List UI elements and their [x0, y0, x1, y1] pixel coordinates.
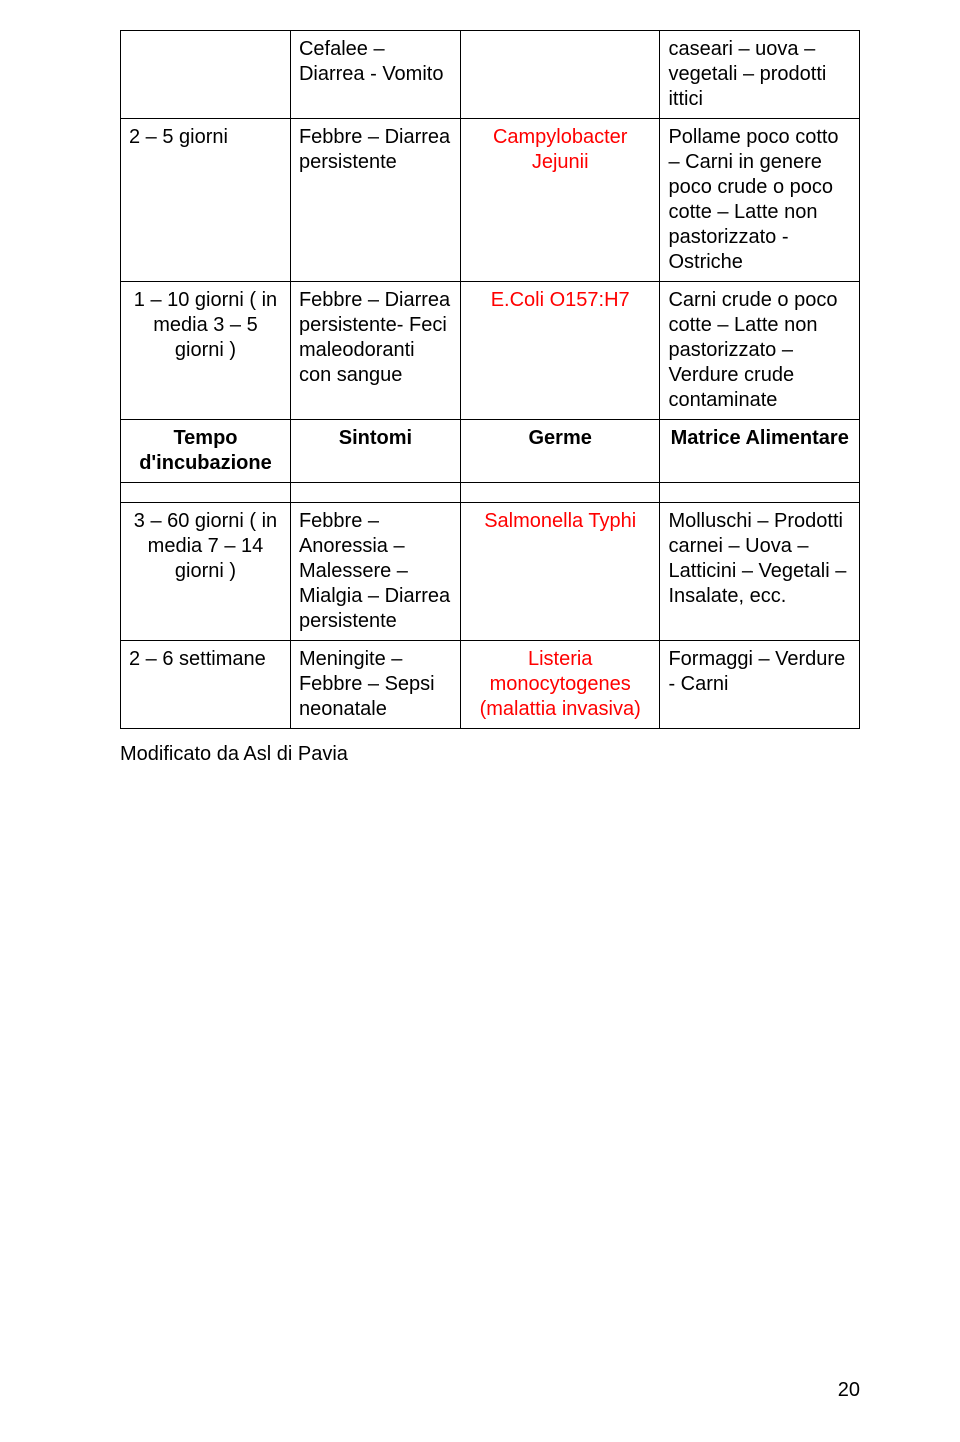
table-cell: 2 – 6 settimane	[121, 641, 291, 729]
table-cell: Sintomi	[290, 420, 460, 483]
table-cell: caseari – uova – vegetali – prodotti itt…	[660, 31, 860, 119]
table-body: Cefalee – Diarrea - Vomito caseari – uova…	[121, 31, 860, 729]
table-cell: Febbre – Diarrea persistente- Feci maleo…	[290, 282, 460, 420]
footer-note: Modificato da Asl di Pavia	[120, 743, 860, 766]
table-cell-empty	[121, 483, 291, 503]
table-cell: Salmonella Typhi	[460, 503, 660, 641]
table-cell: Matrice Alimentare	[660, 420, 860, 483]
table-cell: Molluschi – Prodotti carnei – Uova – Lat…	[660, 503, 860, 641]
table-cell: Febbre – Diarrea persistente	[290, 119, 460, 282]
table-row: 3 – 60 giorni ( in media 7 – 14 giorni )…	[121, 503, 860, 641]
table-cell: 3 – 60 giorni ( in media 7 – 14 giorni )	[121, 503, 291, 641]
table-cell-empty	[460, 483, 660, 503]
table-cell: Tempo d'incubazione	[121, 420, 291, 483]
table-cell: E.Coli O157:H7	[460, 282, 660, 420]
table-cell: Carni crude o poco cotte – Latte non pas…	[660, 282, 860, 420]
table-cell: Campylobacter Jejunii	[460, 119, 660, 282]
table-row: Cefalee – Diarrea - Vomito caseari – uova…	[121, 31, 860, 119]
table-cell: Febbre – Anoressia – Malessere – Mialgia…	[290, 503, 460, 641]
table-row: Tempo d'incubazioneSintomiGermeMatrice A…	[121, 420, 860, 483]
table-cell-empty	[290, 483, 460, 503]
table-cell-empty	[660, 483, 860, 503]
table-cell: Cefalee – Diarrea - Vomito	[290, 31, 460, 119]
table-cell: 1 – 10 giorni ( in media 3 – 5 giorni )	[121, 282, 291, 420]
table-cell: Germe	[460, 420, 660, 483]
table-row: 1 – 10 giorni ( in media 3 – 5 giorni )F…	[121, 282, 860, 420]
table-cell: 2 – 5 giorni	[121, 119, 291, 282]
data-table: Cefalee – Diarrea - Vomito caseari – uova…	[120, 30, 860, 729]
table-row	[121, 483, 860, 503]
page-number: 20	[838, 1379, 860, 1402]
table-cell: Pollame poco cotto – Carni in genere poc…	[660, 119, 860, 282]
table-cell	[460, 31, 660, 119]
table-cell: Listeria monocytogenes (malattia invasiv…	[460, 641, 660, 729]
table-cell: Formaggi – Verdure - Carni	[660, 641, 860, 729]
table-cell: Meningite – Febbre – Sepsi neonatale	[290, 641, 460, 729]
table-row: 2 – 6 settimaneMeningite – Febbre – Seps…	[121, 641, 860, 729]
table-row: 2 – 5 giorniFebbre – Diarrea persistente…	[121, 119, 860, 282]
table-cell	[121, 31, 291, 119]
